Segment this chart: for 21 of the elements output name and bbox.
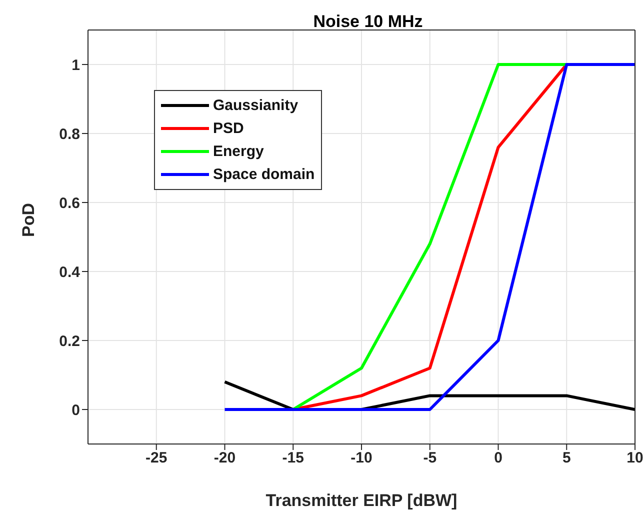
x-tick-label: 10 xyxy=(626,450,644,467)
y-tick-label: 0.2 xyxy=(59,332,80,350)
y-tick-label: 0.6 xyxy=(59,194,80,212)
legend-label: PSD xyxy=(213,119,244,139)
x-axis-title: Transmitter EIRP [dBW] xyxy=(266,491,458,510)
y-tick-label: 0 xyxy=(72,402,80,419)
x-tick-label: 0 xyxy=(494,450,502,467)
x-tick-label: 5 xyxy=(562,450,571,467)
x-tick-label: -15 xyxy=(282,450,304,467)
y-tick-label: 1 xyxy=(72,56,80,74)
legend-label: Space domain xyxy=(213,165,315,185)
legend-label: Energy xyxy=(213,142,264,162)
x-tick-label: -5 xyxy=(423,450,437,467)
chart-title: Noise 10 MHz xyxy=(312,12,424,32)
x-tick-label: -10 xyxy=(350,450,372,467)
x-tick-label: -25 xyxy=(146,450,168,467)
y-tick-label: 0.8 xyxy=(59,126,80,143)
y-tick-label: 0.4 xyxy=(59,264,81,281)
y-axis-title: PoD xyxy=(19,203,38,237)
legend-label: Gaussianity xyxy=(213,96,298,116)
x-tick-label: -20 xyxy=(214,450,236,467)
